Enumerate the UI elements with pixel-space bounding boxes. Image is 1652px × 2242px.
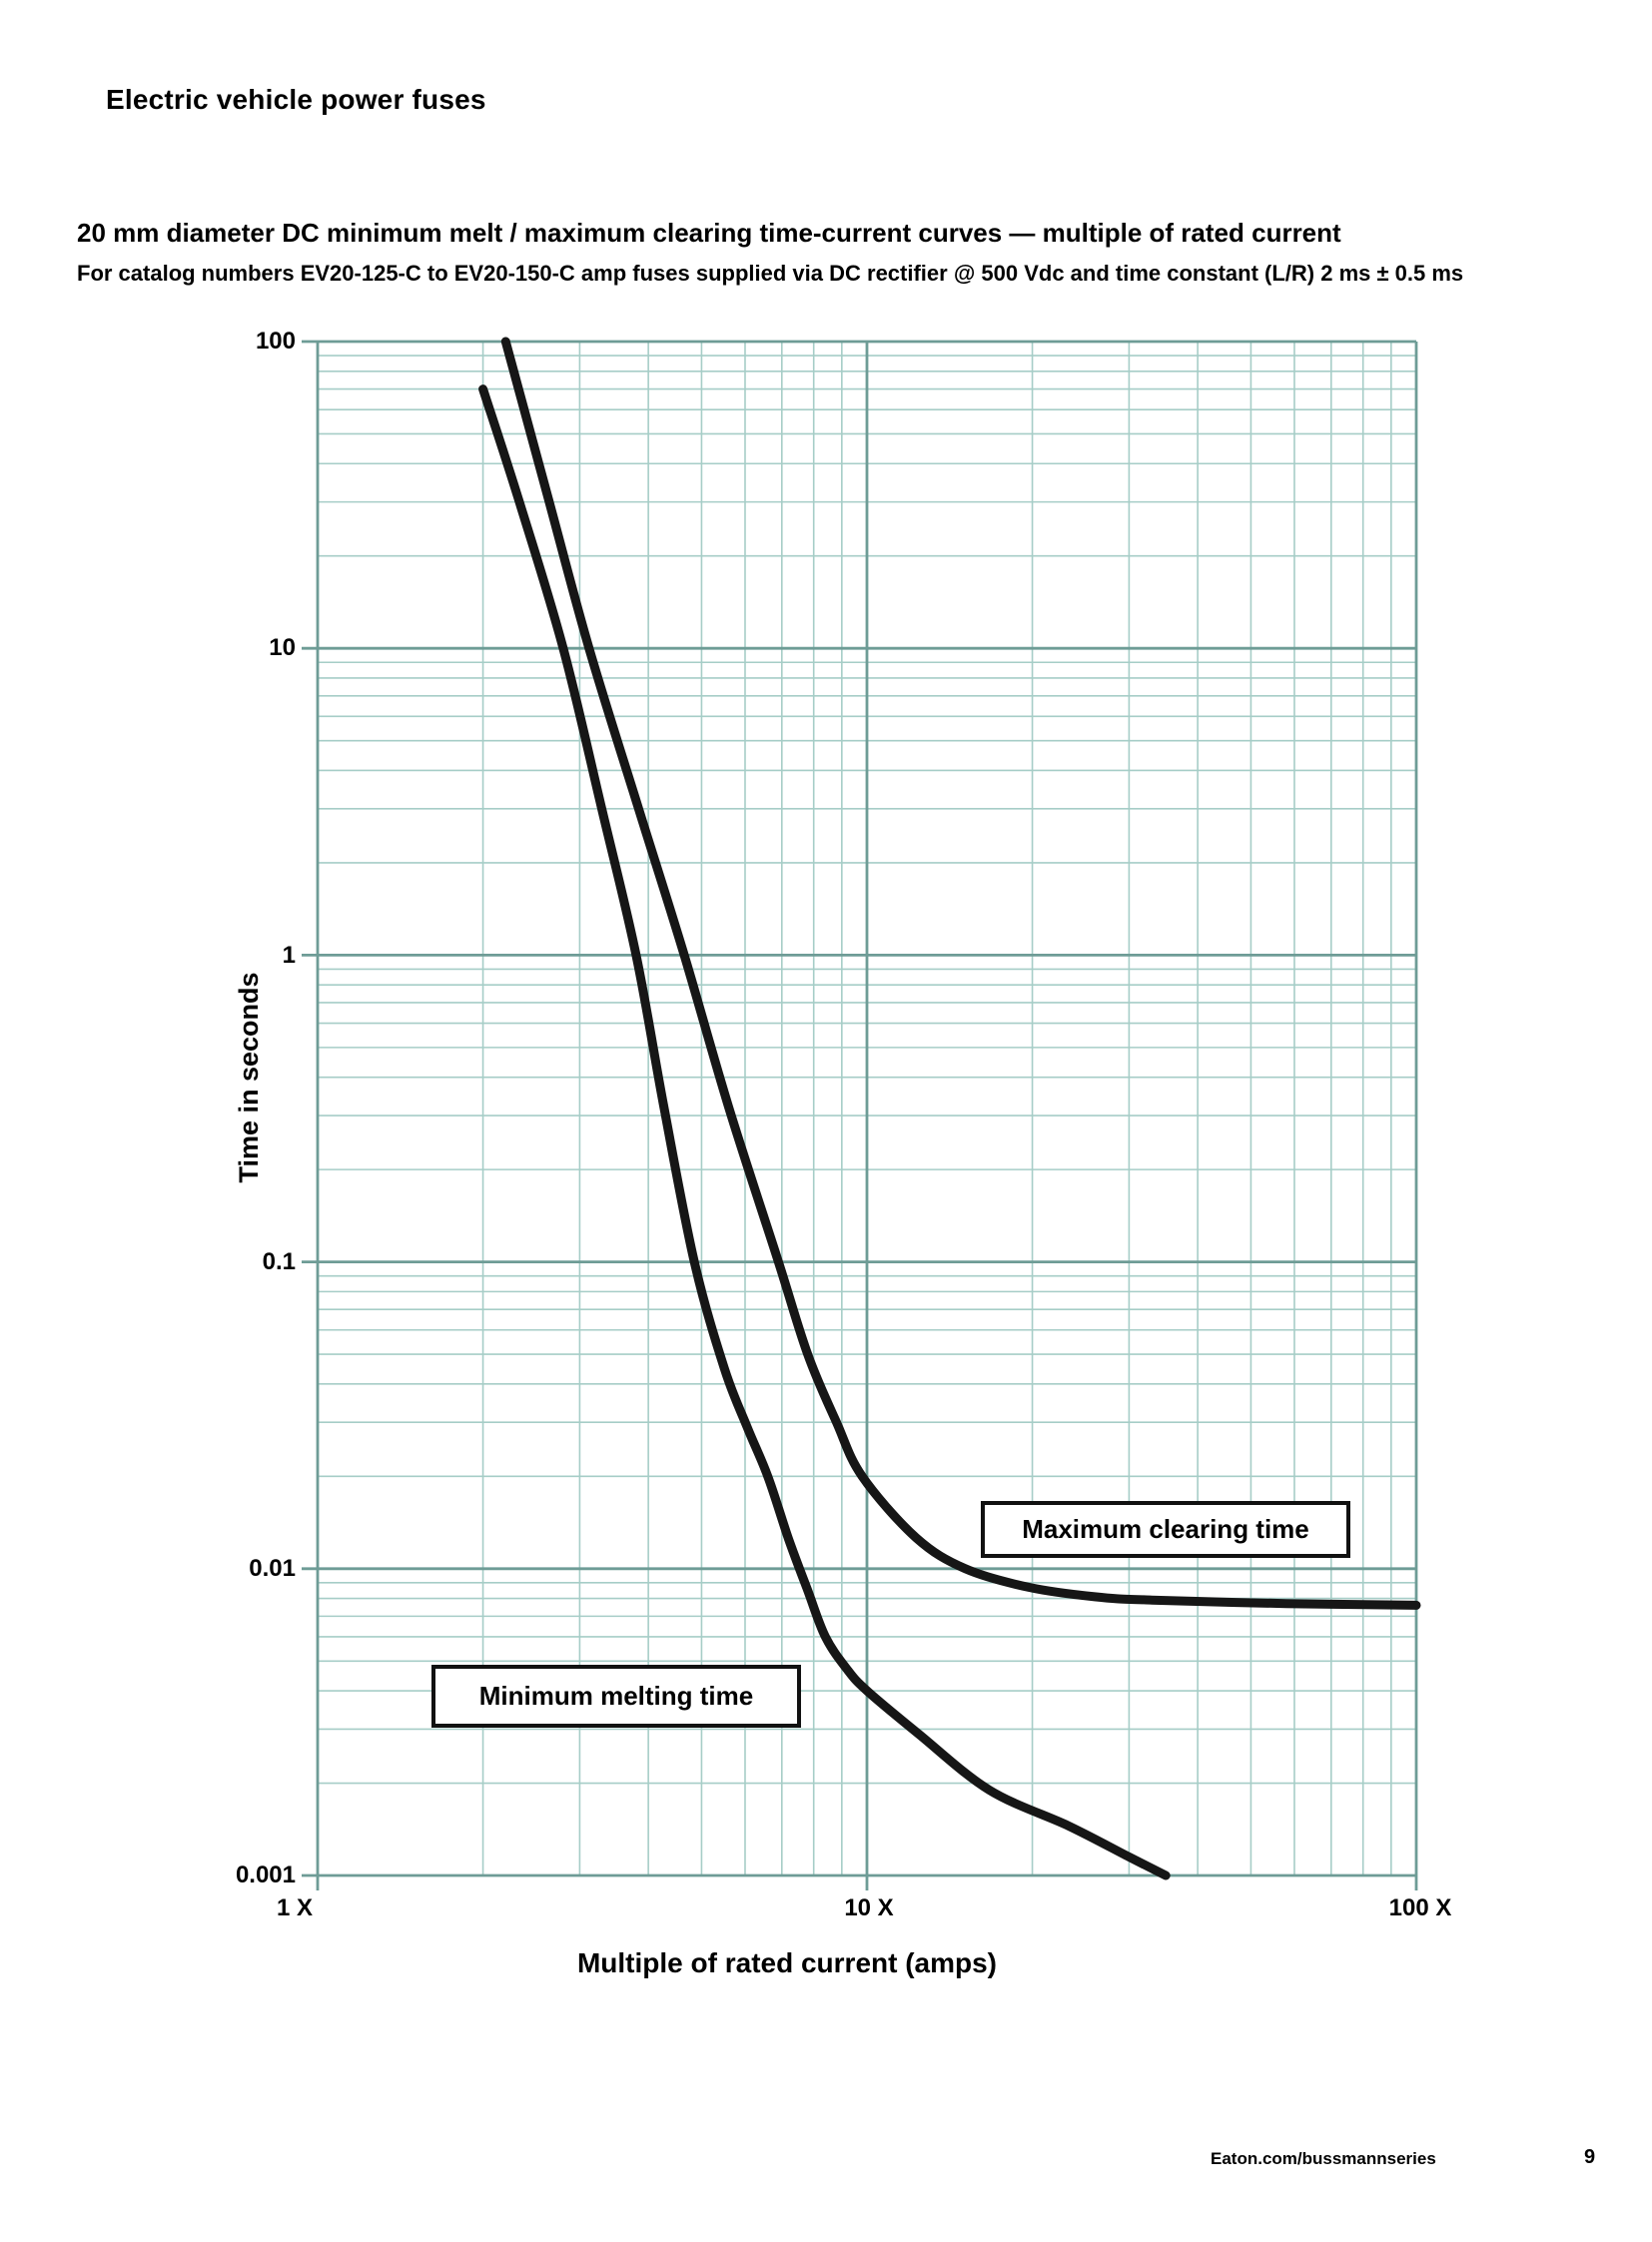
ytick-100: 100	[255, 328, 296, 355]
label-minimum-melting-time: Minimum melting time	[478, 1681, 754, 1711]
ytick-10: 10	[269, 634, 296, 661]
chart-subtitle: For catalog numbers EV20-125-C to EV20-1…	[77, 261, 1464, 286]
grid-major-lines	[302, 340, 1418, 1890]
ytick-1: 1	[282, 942, 296, 969]
label-box-maximum-clearing-time: Maximum clearing time	[981, 1501, 1350, 1558]
x-axis-title: Multiple of rated current (amps)	[576, 1947, 998, 1978]
chart-title: 20 mm diameter DC minimum melt / maximum…	[77, 218, 1341, 248]
xtick-1x: 1 X	[276, 1894, 314, 1921]
ytick-0.01: 0.01	[249, 1555, 296, 1582]
footer-url: Eaton.com/bussmannseries	[1211, 2149, 1436, 2168]
label-box-minimum-melting-time: Minimum melting time	[431, 1665, 801, 1728]
page-title: Electric vehicle power fuses	[106, 84, 486, 115]
ytick-0.1: 0.1	[262, 1248, 296, 1275]
footer-page-number: 9	[1584, 2146, 1596, 2168]
label-maximum-clearing-time: Maximum clearing time	[1022, 1514, 1309, 1544]
ytick-0.001: 0.001	[235, 1862, 296, 1888]
curve-maximum-clearing-time	[500, 337, 1421, 1610]
xtick-10x: 10 X	[844, 1894, 894, 1921]
xtick-100x: 100 X	[1388, 1894, 1452, 1921]
curve-minimum-melting-time	[478, 384, 1171, 1880]
y-axis-title: Time in seconds	[234, 972, 264, 1183]
